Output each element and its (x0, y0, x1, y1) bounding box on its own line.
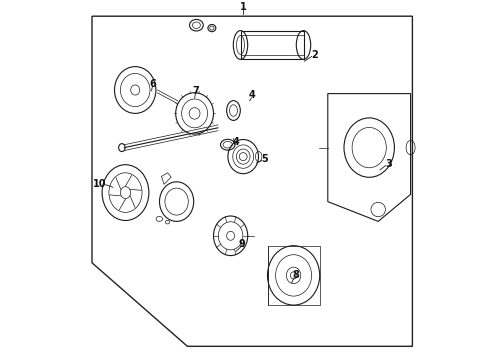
Text: 8: 8 (293, 270, 299, 280)
Text: 1: 1 (240, 2, 246, 12)
Text: 3: 3 (385, 159, 392, 169)
Text: 5: 5 (262, 154, 268, 164)
Text: 10: 10 (93, 179, 107, 189)
Text: 9: 9 (238, 239, 245, 249)
Text: 7: 7 (193, 86, 199, 96)
Text: 4: 4 (233, 137, 240, 147)
Text: 2: 2 (311, 50, 318, 60)
Text: 6: 6 (150, 78, 157, 89)
Text: 4: 4 (249, 90, 256, 100)
